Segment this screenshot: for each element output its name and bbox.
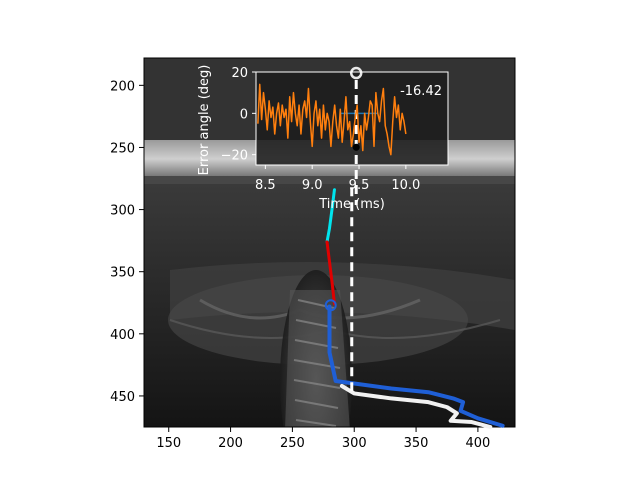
inset-y-tick-label: 0 [240, 107, 248, 122]
inset-annotation: -16.42 [400, 84, 442, 99]
inset-y-tick-label: 20 [231, 66, 248, 81]
y-tick-label: 250 [110, 141, 135, 156]
inset-series [257, 66, 407, 205]
inset-ylabel: Error angle (deg) [197, 65, 212, 176]
inset-x-tick-label: 9.0 [302, 178, 323, 193]
error-angle-line [257, 83, 407, 156]
inset-x-tick-label: 10.0 [391, 178, 420, 193]
head-marker [324, 299, 337, 312]
x-tick-label: 250 [280, 436, 305, 451]
inset-axes: 8.5 9.0 9.5 10.0 20 0 −20 [221, 66, 421, 193]
y-tick-label: 400 [110, 328, 135, 343]
cyan-segment [325, 188, 336, 244]
inset-x-tick-label: 8.5 [255, 178, 276, 193]
x-tick-label: 350 [404, 436, 429, 451]
x-tick-label: 400 [465, 436, 490, 451]
y-tick-label: 450 [110, 390, 135, 405]
main-axes: 150 200 250 300 350 400 200 250 300 350 400 450 [110, 79, 490, 451]
inset-frame [255, 71, 449, 166]
inset-xlabel: Time (ms) [318, 197, 385, 212]
inset-x-tick-label: 9.5 [349, 178, 370, 193]
inset-chart: 8.5 9.0 9.5 10.0 20 0 −20 -16.42 Time (ms) Err… [197, 65, 449, 212]
ring-marker [349, 66, 363, 80]
trajectory-overlays [324, 187, 505, 429]
y-tick-label: 300 [110, 204, 135, 219]
red-segment [325, 240, 336, 306]
x-tick-label: 300 [342, 436, 367, 451]
x-tick-label: 200 [218, 436, 243, 451]
y-tick-label: 200 [110, 79, 135, 94]
x-tick-label: 150 [156, 436, 181, 451]
white-trajectory [339, 384, 493, 429]
inset-y-tick-label: −20 [221, 149, 248, 164]
y-tick-label: 350 [110, 266, 135, 281]
current-point [352, 143, 360, 151]
